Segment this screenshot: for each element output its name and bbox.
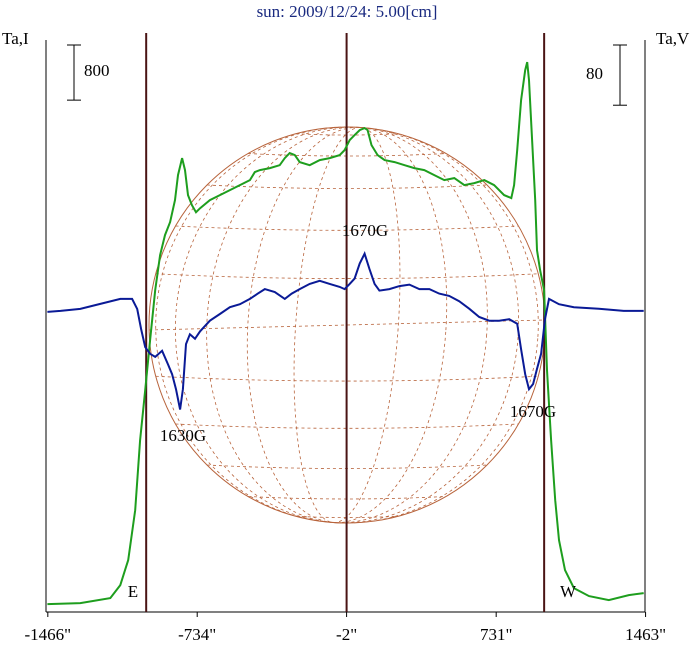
x-tick-label: 731"	[480, 625, 512, 644]
annotation: E	[128, 582, 138, 601]
y-axis-label: Ta,I	[2, 29, 29, 48]
annotation: 1670G	[342, 221, 388, 240]
parallel	[155, 273, 539, 279]
annotation: 1670G	[510, 402, 556, 421]
parallel	[295, 515, 399, 518]
scale-label: 80	[586, 64, 603, 83]
meridian	[155, 126, 539, 524]
meridian	[206, 126, 488, 524]
data-line	[47, 251, 644, 410]
parallel	[295, 133, 399, 136]
annotation: 1630G	[160, 426, 206, 445]
x-tick-label: -734"	[178, 625, 216, 644]
y2-axis-label: Ta,V	[656, 29, 690, 48]
scale-label: 800	[84, 61, 110, 80]
meridian	[293, 127, 401, 523]
data-line	[47, 61, 644, 606]
x-tick-label: -2"	[336, 625, 357, 644]
parallel	[155, 375, 539, 382]
meridian	[246, 126, 448, 524]
x-tick-label: -1466"	[25, 625, 72, 644]
parallel	[247, 153, 447, 157]
annotation: W	[560, 582, 577, 601]
meridian	[174, 126, 520, 524]
x-tick-label: 1463"	[625, 625, 666, 644]
parallel	[247, 496, 447, 500]
chart-title: sun: 2009/12/24: 5.00[cm]	[257, 2, 438, 21]
